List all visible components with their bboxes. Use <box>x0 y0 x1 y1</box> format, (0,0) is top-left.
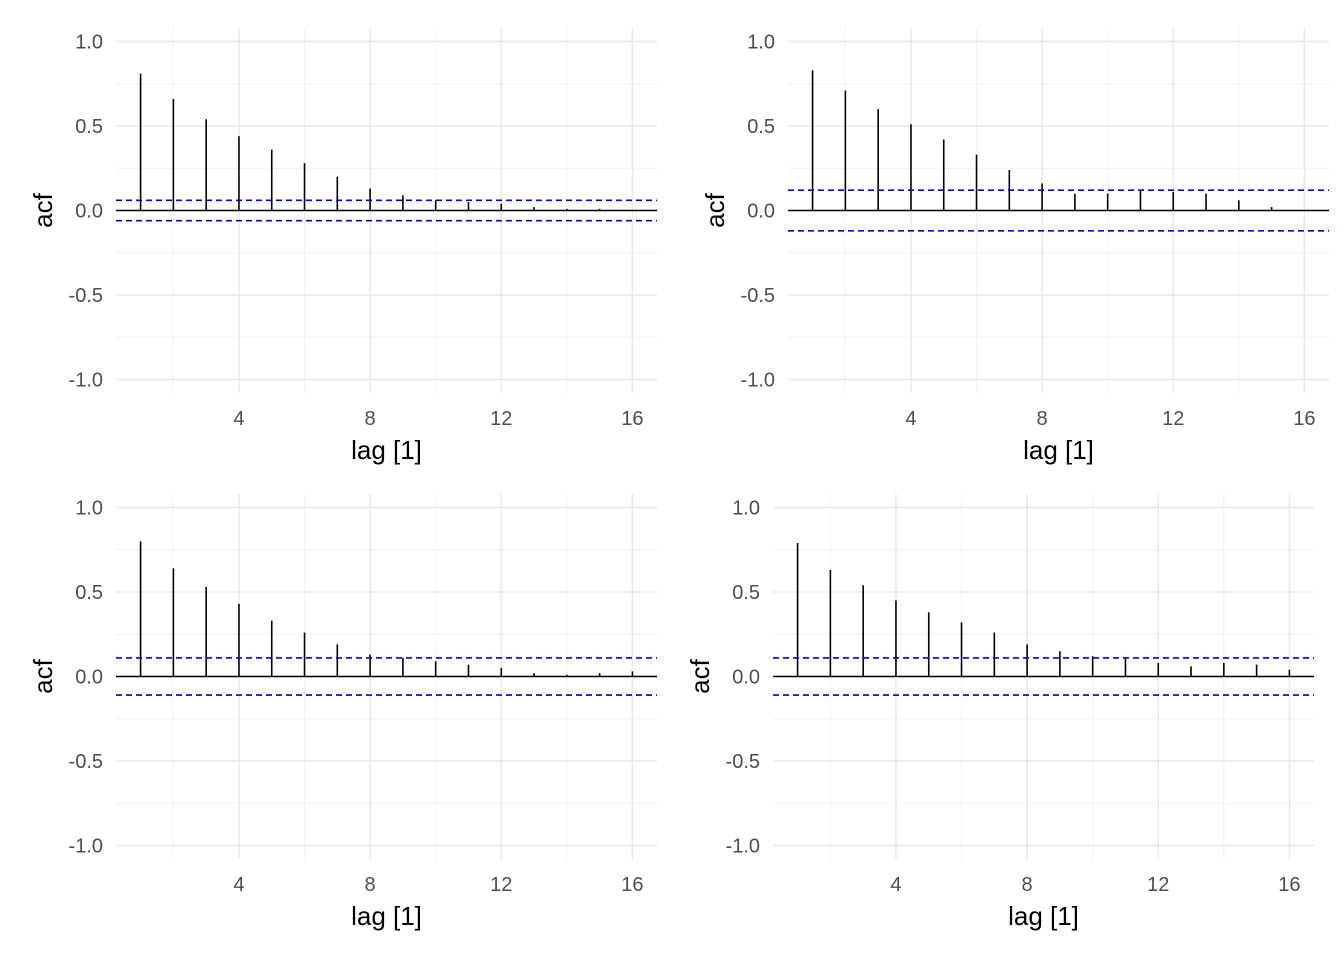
acf-chart: -1.0 -0.5 0.0 0.5 1.0 4 8 12 16 lag [1] acf <box>685 494 1314 931</box>
acf-chart: -1.0 -0.5 0.0 0.5 1.0 4 8 12 16 lag [1] acf <box>700 28 1329 465</box>
y-tick-label: 0.5 <box>747 116 775 138</box>
acf-chart: -1.0 -0.5 0.0 0.5 1.0 4 8 12 16 lag [1] acf <box>28 494 657 931</box>
acf-chart: -1.0 -0.5 0.0 0.5 1.0 4 8 12 16 lag [1] acf <box>28 28 657 465</box>
acf-panel-top-right: -1.0 -0.5 0.0 0.5 1.0 4 8 12 16 lag [1] acf <box>672 0 1344 480</box>
y-tick-label: 0.5 <box>75 116 103 138</box>
x-axis-title: lag [1] <box>1008 901 1079 931</box>
y-tick-label: 0.0 <box>747 201 775 223</box>
x-tick-label: 16 <box>1278 874 1300 896</box>
x-tick-label: 16 <box>1293 408 1315 430</box>
x-tick-label: 12 <box>490 874 512 896</box>
y-tick-label: 1.0 <box>75 32 103 54</box>
y-tick-label: -0.5 <box>69 751 103 773</box>
y-axis-title: acf <box>28 658 58 693</box>
y-tick-label: -1.0 <box>69 369 103 391</box>
x-tick-label: 12 <box>1162 408 1184 430</box>
y-tick-label: -0.5 <box>69 285 103 307</box>
x-tick-label: 12 <box>1147 874 1169 896</box>
y-tick-label: -1.0 <box>69 835 103 857</box>
y-axis-title: acf <box>685 658 715 693</box>
acf-panel-top-left: -1.0 -0.5 0.0 0.5 1.0 4 8 12 16 lag [1] acf <box>0 0 672 480</box>
y-tick-label: -0.5 <box>741 285 775 307</box>
x-tick-label: 16 <box>621 408 643 430</box>
x-axis-title: lag [1] <box>351 435 422 465</box>
y-tick-label: 0.0 <box>732 667 760 689</box>
x-axis-title: lag [1] <box>1023 435 1094 465</box>
y-axis-title: acf <box>700 192 730 227</box>
x-tick-label: 8 <box>1037 408 1048 430</box>
x-axis-title: lag [1] <box>351 901 422 931</box>
y-tick-label: 1.0 <box>732 498 760 520</box>
x-tick-label: 8 <box>365 408 376 430</box>
x-tick-label: 4 <box>905 408 916 430</box>
y-tick-label: 1.0 <box>747 32 775 54</box>
y-tick-label: 0.0 <box>75 201 103 223</box>
x-tick-label: 8 <box>365 874 376 896</box>
y-tick-label: 0.5 <box>732 582 760 604</box>
acf-panel-bottom-right: -1.0 -0.5 0.0 0.5 1.0 4 8 12 16 lag [1] acf <box>657 466 1329 946</box>
y-tick-label: 0.0 <box>75 667 103 689</box>
x-tick-label: 8 <box>1022 874 1033 896</box>
y-tick-label: -0.5 <box>726 751 760 773</box>
y-tick-label: -1.0 <box>726 835 760 857</box>
acf-panel-bottom-left: -1.0 -0.5 0.0 0.5 1.0 4 8 12 16 lag [1] acf <box>0 466 672 946</box>
y-tick-label: -1.0 <box>741 369 775 391</box>
x-tick-label: 12 <box>490 408 512 430</box>
x-tick-label: 16 <box>621 874 643 896</box>
x-tick-label: 4 <box>890 874 901 896</box>
y-axis-title: acf <box>28 192 58 227</box>
x-tick-label: 4 <box>233 874 244 896</box>
y-tick-label: 0.5 <box>75 582 103 604</box>
x-tick-label: 4 <box>233 408 244 430</box>
y-tick-label: 1.0 <box>75 498 103 520</box>
